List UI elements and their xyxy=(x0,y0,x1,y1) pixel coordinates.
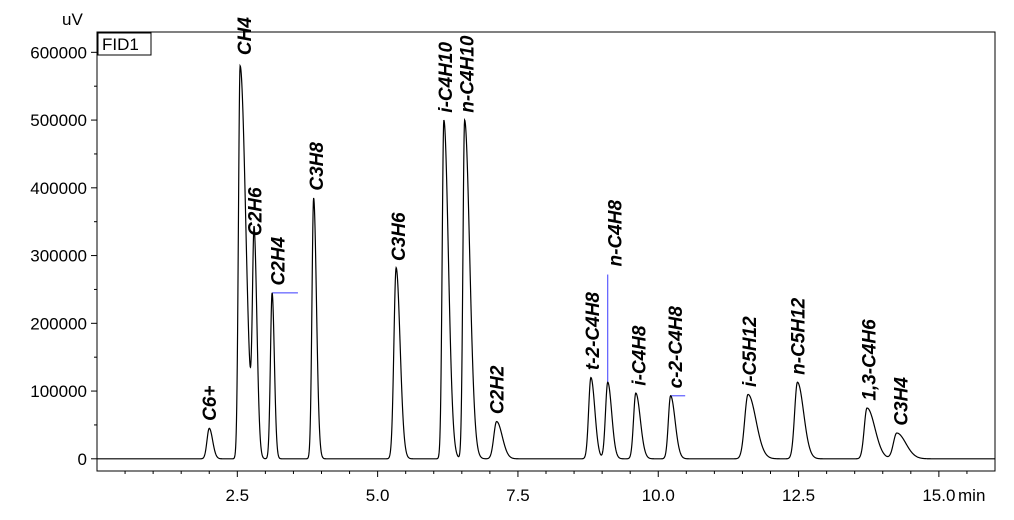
x-tick-label: 5.0 xyxy=(366,486,390,505)
y-axis-ticks: 0 100000 200000 300000 400000 500000 600000 xyxy=(30,43,97,469)
y-tick-label: 200000 xyxy=(30,314,87,333)
peak-label: C6+ xyxy=(200,386,221,421)
peak-label: n-C4H8 xyxy=(605,200,626,267)
y-tick-label: 300000 xyxy=(30,247,87,266)
y-tick-label: 600000 xyxy=(30,43,87,62)
peak-label: i-C5H12 xyxy=(740,316,761,387)
peak-label: C3H8 xyxy=(307,142,328,191)
axes: uV min FID1 xyxy=(62,10,996,505)
peak-label: 1,3-C4H6 xyxy=(860,319,881,401)
peak-label: C2H4 xyxy=(269,236,290,285)
y-tick-label: 500000 xyxy=(30,111,87,130)
peak-label: C3H4 xyxy=(892,377,913,426)
x-tick-label: 10.0 xyxy=(642,486,675,505)
x-tick-label: 7.5 xyxy=(506,486,530,505)
peak-label: c-2-C4H8 xyxy=(666,306,687,389)
x-axis-unit-label: min xyxy=(958,486,985,505)
peak-label: C3H6 xyxy=(389,212,410,261)
chromatogram-trace xyxy=(97,63,995,460)
detector-label: FID1 xyxy=(102,35,139,54)
peak-label: i-C4H10 xyxy=(436,42,457,113)
peak-label: n-C4H10 xyxy=(457,35,478,113)
x-tick-label: 12.5 xyxy=(782,486,815,505)
y-tick-label: 0 xyxy=(78,450,87,469)
x-tick-label: 15.0 xyxy=(922,486,955,505)
detector-label-box: FID1 xyxy=(97,32,152,56)
peak-markers xyxy=(272,274,686,397)
x-tick-label: 2.5 xyxy=(225,486,249,505)
peak-label: C2H6 xyxy=(246,187,267,236)
y-axis-unit-label: uV xyxy=(62,10,83,29)
x-axis-ticks: 2.5 5.0 7.5 10.0 12.5 15.0 xyxy=(124,471,968,505)
peak-label: CH4 xyxy=(235,17,256,55)
peak-label: t-2-C4H8 xyxy=(583,292,604,371)
peak-label: i-C4H8 xyxy=(630,325,651,386)
peak-label: n-C5H12 xyxy=(788,297,809,375)
y-tick-label: 400000 xyxy=(30,179,87,198)
plot-frame xyxy=(96,31,996,472)
y-tick-label: 100000 xyxy=(30,382,87,401)
peak-label: C2H2 xyxy=(488,365,509,414)
